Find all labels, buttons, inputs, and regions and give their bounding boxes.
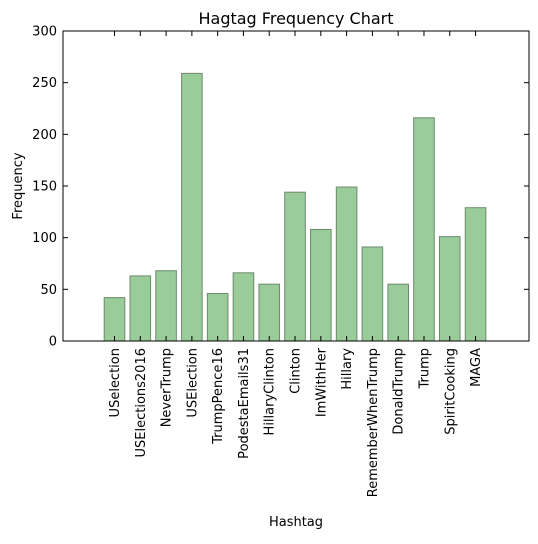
bar-USElection (181, 72, 203, 342)
x-tick-label: Clinton (289, 348, 304, 394)
y-tick-label: 300 (32, 25, 57, 40)
bar-RememberWhenTrump (361, 246, 384, 342)
x-tick-label: NeverTrump (160, 348, 175, 427)
x-tick-label: RememberWhenTrump (366, 348, 381, 497)
bar-Clinton (284, 191, 306, 342)
y-axis-label: Frequency (11, 152, 26, 219)
x-tick-label: USElection (185, 348, 200, 418)
y-tick-label: 200 (32, 128, 57, 143)
x-axis-label: Hashtag (269, 515, 323, 530)
y-tick-label: 100 (32, 231, 57, 246)
bar-Hillary (335, 186, 358, 342)
x-tick-label: TrumpPence16 (211, 348, 226, 445)
bar-HillaryClinton (258, 283, 281, 342)
bar-NeverTrump (155, 270, 177, 342)
x-tick-label: Hillary (340, 348, 355, 390)
x-tick-label: Trump (417, 348, 432, 390)
bar-ImWithHer (310, 228, 332, 342)
chart-title: Hagtag Frequency Chart (198, 9, 393, 28)
y-axis: 0 50 100 150 200 250 300 (32, 25, 529, 350)
bar-DonaldTrump (387, 283, 409, 342)
x-tick-label: HillaryClinton (263, 348, 278, 435)
y-tick-label: 50 (40, 283, 57, 298)
y-tick-label: 150 (32, 180, 57, 195)
y-tick-label: 250 (32, 76, 57, 91)
bar-USelection (103, 297, 126, 342)
y-tick-label: 0 (49, 335, 57, 350)
x-tick-label: USElections2016 (134, 348, 149, 458)
bar-SpiritCooking (438, 236, 461, 342)
x-tick-label: MAGA (469, 348, 484, 387)
bar-Trump (413, 117, 435, 342)
x-tick-label: PodestaEmails31 (237, 348, 252, 459)
x-tick-label: SpiritCooking (443, 348, 458, 435)
x-tick-label: DonaldTrump (392, 348, 407, 435)
bar-TrumpPence16 (206, 292, 229, 342)
x-axis: USelection USElections2016 NeverTrump USEle… (108, 31, 484, 497)
x-tick-label: ImWithHer (314, 347, 329, 417)
bar-PodestaEmails31 (232, 272, 255, 342)
x-tick-label: USelection (108, 348, 123, 417)
bar-USElections2016 (129, 275, 152, 342)
bars-layer (103, 72, 487, 342)
bar-MAGA (464, 207, 487, 342)
